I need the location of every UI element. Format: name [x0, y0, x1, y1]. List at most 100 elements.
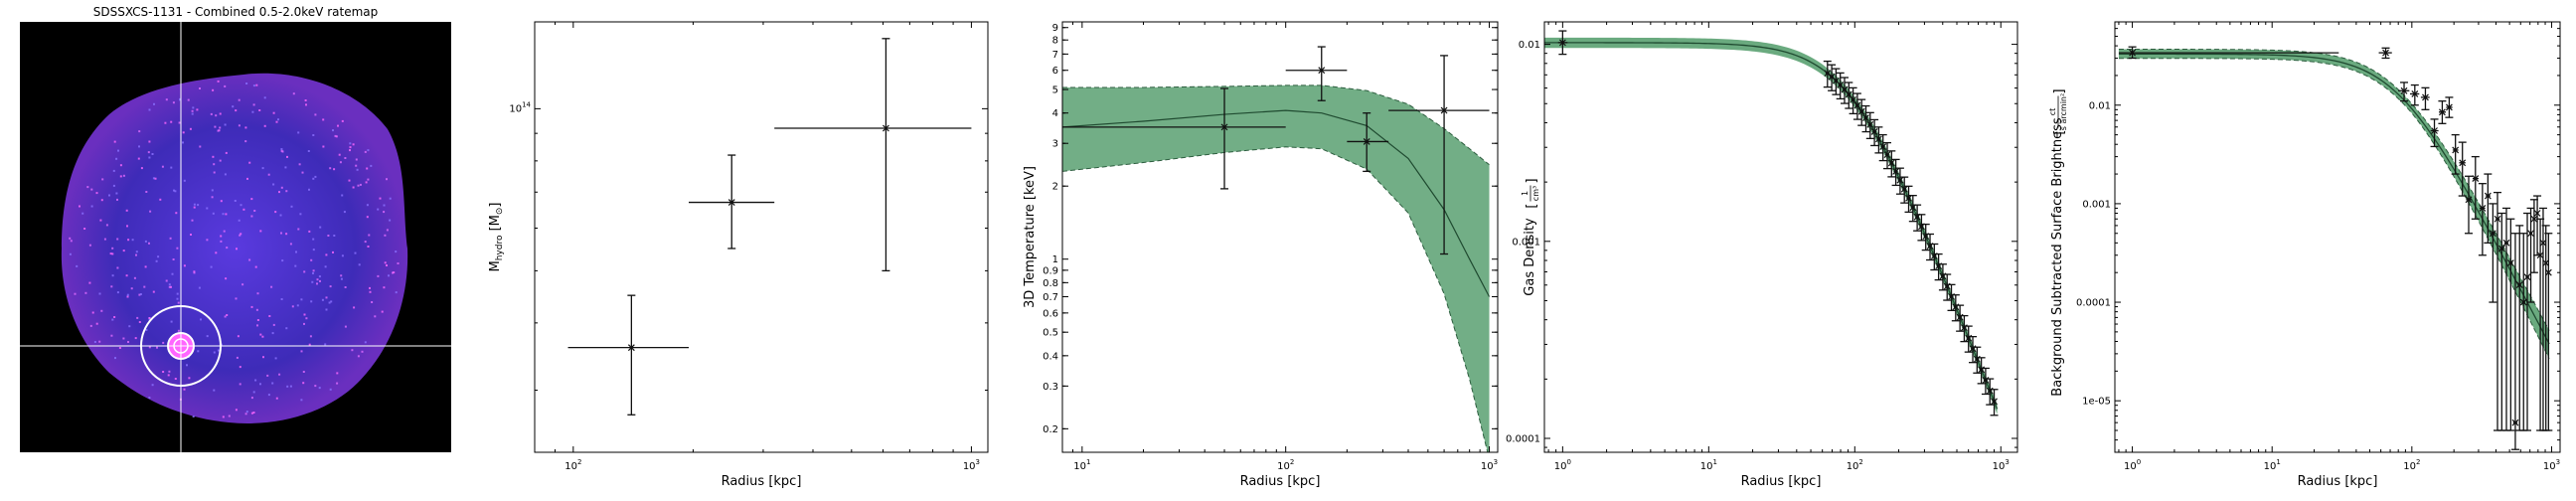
photon-count [250, 412, 253, 415]
photon-count [193, 206, 196, 209]
photon-count [329, 285, 332, 288]
photon-count [192, 106, 195, 109]
photon-count [366, 167, 369, 170]
x-tick-label: 102 [564, 458, 581, 472]
photon-count [143, 285, 146, 288]
photon-count [152, 290, 155, 293]
photon-count [193, 271, 196, 274]
photon-count [319, 226, 322, 229]
photon-count [330, 300, 333, 303]
photon-count [183, 388, 186, 391]
data-point [1991, 398, 1998, 406]
photon-count [174, 190, 177, 193]
density-unit-bracket: [ [1525, 204, 1539, 209]
photon-count [310, 300, 313, 303]
photon-count [383, 211, 386, 214]
panel-surface-brightness: 100 101 102 103 0.01 0.001 0.0001 1e-05 Radius [… [2048, 21, 2561, 489]
photon-count [236, 356, 239, 359]
photon-count [386, 264, 388, 266]
photon-count [224, 315, 227, 318]
data-point [2445, 103, 2453, 111]
sb-model-band [2118, 49, 2550, 359]
data-point [2544, 268, 2552, 276]
photon-count [114, 357, 116, 360]
photon-count [358, 263, 361, 266]
photon-count [197, 350, 200, 353]
photon-count [259, 333, 262, 336]
photon-count [226, 247, 229, 250]
data-point [2502, 239, 2510, 247]
photon-count [153, 102, 155, 105]
photon-count [324, 265, 327, 268]
photon-count [254, 379, 257, 382]
photon-count [312, 249, 315, 251]
photon-count [148, 397, 151, 399]
photon-count [190, 234, 192, 236]
photon-count [341, 119, 344, 122]
photon-count [240, 204, 242, 207]
photon-count [285, 190, 288, 193]
photon-count [182, 131, 185, 134]
photon-count [212, 212, 215, 215]
data-point [2536, 251, 2544, 259]
photon-count [199, 145, 202, 148]
photon-count [161, 165, 164, 168]
photon-count [314, 113, 317, 116]
photon-count [333, 168, 336, 171]
photon-count [386, 178, 388, 181]
density-plot-area [1544, 30, 1999, 417]
photon-count [113, 140, 116, 143]
photon-count [239, 366, 242, 369]
photon-count [294, 264, 297, 267]
photon-count [172, 101, 175, 104]
photon-count [245, 411, 248, 414]
density-unit-denominator: cm³ [1531, 186, 1540, 201]
photon-count [365, 181, 368, 184]
photon-count [259, 383, 261, 386]
photon-count [93, 341, 96, 343]
panel-ratemap: SDSSXCS-1131 - Combined 0.5-2.0keV ratem… [20, 5, 451, 452]
y-tick-label: 0.5 [1043, 328, 1058, 339]
data-point [2411, 90, 2419, 97]
photon-count [336, 382, 339, 385]
photon-count [110, 334, 113, 337]
photon-count [224, 123, 227, 126]
photon-count [271, 382, 274, 385]
photon-count [318, 387, 321, 390]
y-tick-label: 0.7 [1043, 292, 1058, 303]
data-point [2431, 127, 2438, 134]
data-point [2484, 192, 2492, 200]
photon-count [300, 298, 303, 301]
x-tick-label: 101 [1073, 458, 1090, 472]
photon-count [352, 143, 355, 146]
photon-count [88, 244, 91, 247]
photon-count [272, 111, 275, 114]
photon-count [69, 252, 72, 255]
photon-count [168, 283, 171, 286]
photon-count [210, 265, 213, 268]
photon-count [90, 205, 93, 208]
photon-count [213, 351, 216, 354]
photon-count [108, 194, 110, 197]
photon-count [236, 248, 238, 250]
photon-count [305, 103, 307, 106]
photon-count [191, 112, 194, 115]
data-point [1857, 107, 1865, 115]
photon-count [125, 274, 128, 277]
data-point [2472, 175, 2480, 183]
photon-count [109, 252, 112, 255]
photon-count [295, 250, 297, 253]
photon-count [388, 274, 390, 277]
photon-count [126, 225, 128, 228]
photon-count [224, 84, 227, 87]
photon-count [322, 118, 325, 121]
density-ylabel-group: Gas Density 1 cm³ [] [1521, 178, 1540, 295]
y-tick-label: 0.4 [1043, 351, 1058, 362]
photon-count [319, 279, 321, 282]
photon-count [349, 142, 352, 145]
photon-count [171, 272, 174, 275]
photon-count [312, 238, 315, 241]
photon-count [169, 237, 172, 240]
photon-count [280, 148, 283, 150]
density-model-line [1544, 42, 1999, 410]
